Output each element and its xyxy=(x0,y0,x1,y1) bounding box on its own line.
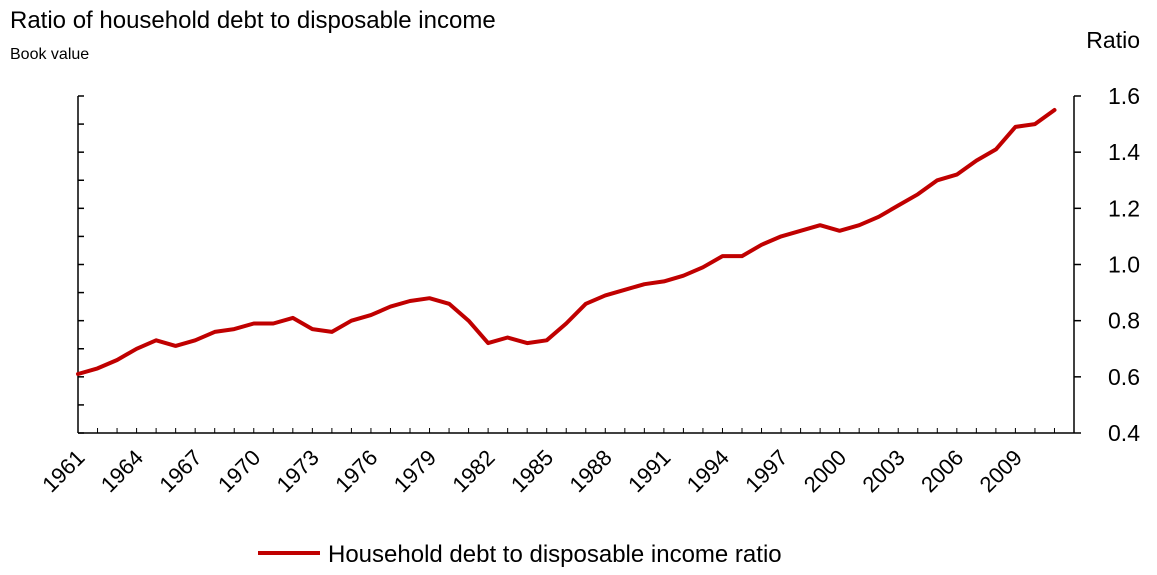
x-tick-label: 1973 xyxy=(272,445,324,497)
x-tick-label: 1982 xyxy=(447,445,499,497)
series-line xyxy=(76,108,1057,376)
x-tick-label: 2009 xyxy=(975,445,1027,497)
y-tick-label: 0.6 xyxy=(1108,364,1140,390)
y-tick-label: 1.4 xyxy=(1108,139,1140,165)
x-tick-label: 1991 xyxy=(623,445,675,497)
x-tick-label: 1970 xyxy=(213,445,265,497)
x-tick-label: 1967 xyxy=(154,445,206,497)
x-tick-label: 1961 xyxy=(37,445,89,497)
y-tick-label: 0.8 xyxy=(1108,308,1140,334)
x-tick-label: 1994 xyxy=(682,445,734,497)
y-tick-label: 1.2 xyxy=(1108,195,1140,221)
x-tick-label: 2000 xyxy=(799,445,851,497)
x-tick-label: 1985 xyxy=(506,445,558,497)
x-tick-label: 1988 xyxy=(565,445,617,497)
x-tick-label: 1964 xyxy=(96,445,148,497)
legend: Household debt to disposable income rati… xyxy=(258,541,782,568)
x-tick-label: 1976 xyxy=(330,445,382,497)
y-tick-label: 0.4 xyxy=(1108,420,1140,446)
chart-subtitle: Book value xyxy=(10,46,89,63)
legend-label: Household debt to disposable income rati… xyxy=(328,541,782,568)
x-tick-label: 2006 xyxy=(916,445,968,497)
x-tick-label: 1997 xyxy=(740,445,792,497)
x-tick-label: 2003 xyxy=(857,445,909,497)
x-tick-label: 1979 xyxy=(389,445,441,497)
y-tick-label: 1.0 xyxy=(1108,252,1140,278)
y-tick-label: 1.6 xyxy=(1108,83,1140,109)
y-axis-label: Ratio xyxy=(1086,27,1140,53)
chart-title: Ratio of household debt to disposable in… xyxy=(10,7,496,34)
